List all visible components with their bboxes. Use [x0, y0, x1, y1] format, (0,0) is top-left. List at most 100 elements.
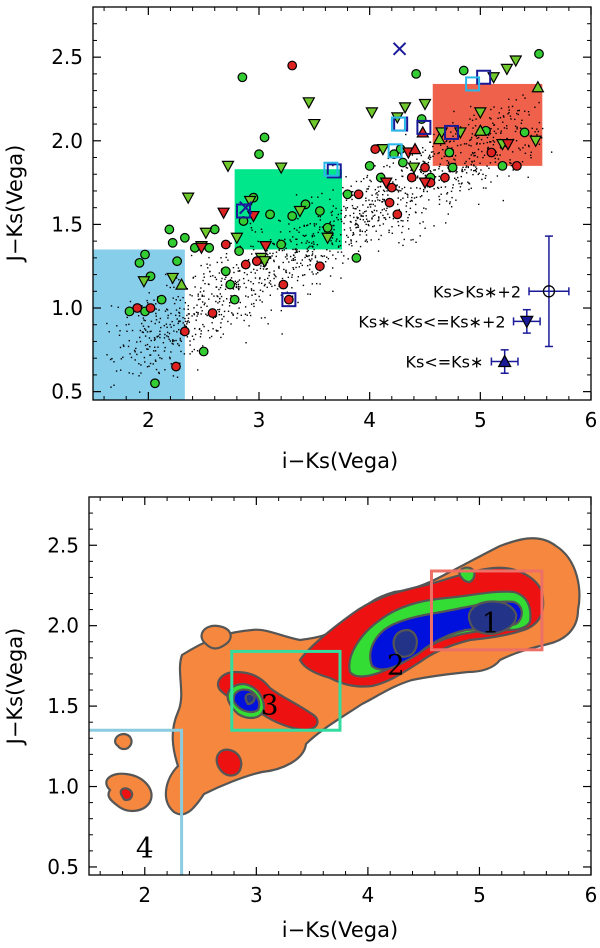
field-star-dot — [309, 260, 312, 262]
field-star-dot — [179, 339, 182, 341]
field-star-dot — [209, 264, 211, 266]
bottom-x-tick-label: 6 — [585, 883, 598, 907]
data-point-circle — [229, 294, 240, 305]
field-star-dot — [170, 363, 172, 365]
field-star-dot — [178, 279, 180, 281]
field-star-dot — [194, 333, 197, 336]
field-star-dot — [511, 105, 514, 108]
field-star-dot — [113, 384, 115, 386]
field-star-dot — [330, 239, 332, 242]
field-star-dot — [454, 177, 456, 179]
field-star-dot — [411, 154, 414, 156]
field-star-dot — [517, 109, 519, 112]
field-star-dot — [164, 310, 167, 312]
field-star-dot — [419, 187, 421, 190]
field-star-dot — [243, 271, 246, 274]
field-star-dot — [386, 207, 388, 209]
field-star-dot — [415, 187, 418, 189]
field-star-dot — [456, 171, 458, 173]
field-star-dot — [476, 137, 478, 139]
field-star-dot — [225, 276, 227, 278]
data-point-circle — [134, 257, 145, 268]
field-star-dot — [249, 314, 252, 317]
field-star-dot — [186, 336, 189, 338]
field-star-dot — [407, 220, 409, 222]
field-star-dot — [252, 245, 254, 248]
field-star-dot — [442, 148, 444, 151]
field-star-dot — [159, 357, 161, 359]
field-star-dot — [486, 165, 488, 167]
field-star-dot — [214, 316, 217, 318]
field-star-dot — [301, 242, 303, 244]
field-star-dot — [293, 254, 295, 257]
field-star-dot — [312, 273, 314, 275]
field-star-dot — [216, 261, 219, 264]
bottom-y-tick-label: 1.5 — [47, 694, 79, 718]
field-star-dot — [139, 340, 142, 343]
field-star-dot — [266, 286, 268, 289]
field-star-dot — [150, 320, 153, 323]
bottom-x-axis-label: i−Ks(Vega) — [282, 918, 398, 942]
field-star-dot — [204, 282, 206, 285]
field-star-dot — [359, 218, 361, 221]
region-box-4 — [89, 728, 184, 875]
field-star-dot — [350, 239, 352, 241]
field-star-dot — [446, 145, 449, 148]
field-star-dot — [213, 295, 215, 297]
field-star-dot — [253, 289, 255, 292]
field-star-dot — [401, 188, 403, 190]
field-star-dot — [147, 326, 150, 328]
field-star-dot — [106, 322, 108, 325]
field-star-dot — [345, 209, 347, 211]
field-star-dot — [126, 316, 128, 319]
field-star-dot — [188, 321, 190, 323]
field-star-dot — [371, 211, 374, 214]
field-star-dot — [453, 158, 455, 160]
field-star-dot — [433, 225, 435, 227]
field-star-dot — [230, 242, 232, 245]
field-star-dot — [350, 185, 352, 187]
field-star-dot — [382, 198, 384, 201]
data-point-square — [281, 292, 297, 308]
data-point-circle — [132, 303, 143, 313]
field-star-dot — [482, 156, 484, 159]
field-star-dot — [486, 147, 489, 150]
field-star-dot — [516, 126, 518, 129]
field-star-dot — [171, 342, 173, 345]
field-star-dot — [303, 235, 306, 237]
data-point-circle — [342, 189, 353, 200]
field-star-dot — [452, 184, 454, 186]
field-star-dot — [422, 188, 425, 191]
top-x-tick-label: 4 — [363, 408, 376, 432]
field-star-dot — [153, 299, 155, 301]
field-star-dot — [470, 145, 472, 147]
field-star-dot — [227, 259, 229, 261]
data-point-circle — [283, 294, 294, 305]
field-star-dot — [421, 211, 423, 214]
field-star-dot — [175, 314, 177, 317]
data-point-circle — [276, 239, 287, 250]
field-star-dot — [483, 154, 486, 157]
field-star-dot — [296, 262, 298, 264]
field-star-dot — [198, 328, 201, 331]
field-star-dot — [523, 110, 526, 112]
field-star-dot — [175, 309, 178, 311]
field-star-dot — [129, 353, 131, 355]
field-star-dot — [514, 118, 516, 121]
field-star-dot — [527, 144, 530, 147]
field-star-dot — [220, 322, 222, 324]
field-star-dot — [392, 218, 395, 220]
field-star-dot — [478, 203, 480, 206]
field-star-dot — [518, 109, 520, 112]
field-star-dot — [478, 172, 480, 174]
field-star-dot — [208, 256, 210, 259]
data-point-circle — [278, 279, 289, 290]
field-star-dot — [473, 114, 475, 117]
field-star-dot — [453, 140, 455, 142]
field-star-dot — [259, 289, 262, 291]
field-star-dot — [247, 279, 250, 282]
field-star-dot — [430, 151, 433, 153]
data-point-circle — [172, 256, 183, 267]
field-star-dot — [448, 170, 450, 172]
data-point-circle — [209, 224, 220, 235]
